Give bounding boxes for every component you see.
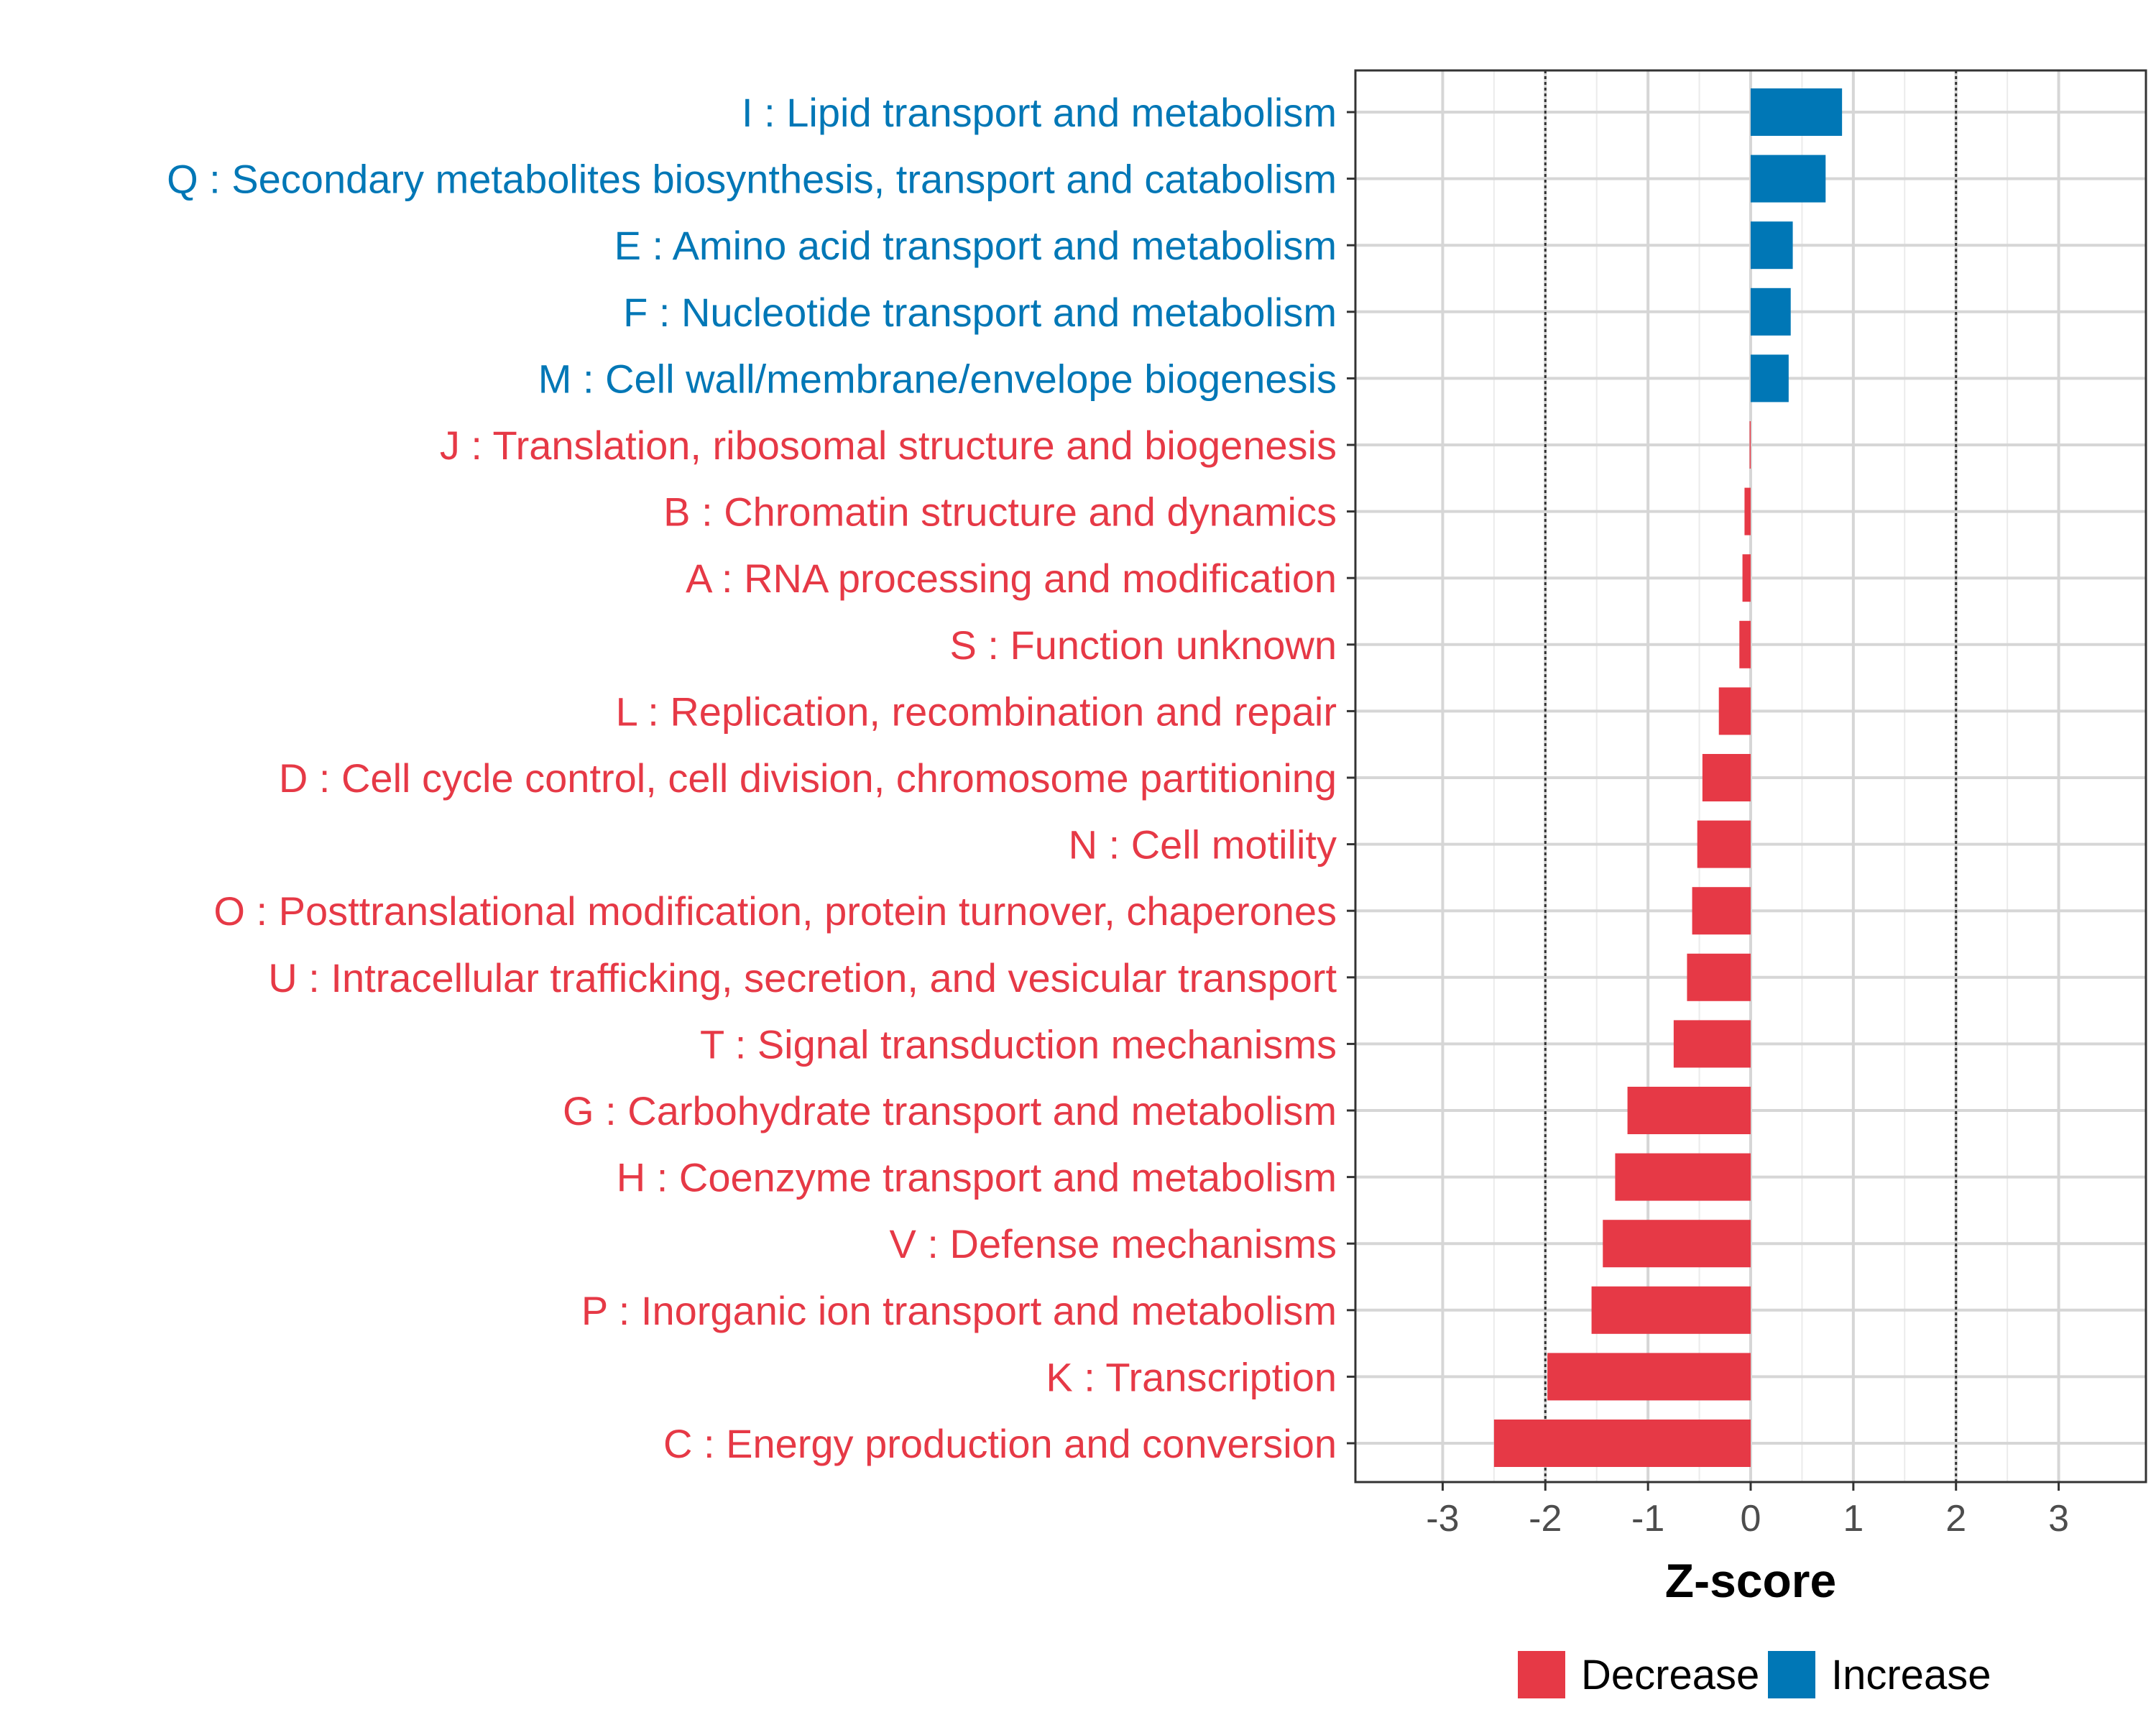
category-label: M : Cell wall/membrane/envelope biogenes… bbox=[538, 356, 1337, 401]
category-label: U : Intracellular trafficking, secretion… bbox=[268, 955, 1337, 1000]
bar bbox=[1697, 820, 1751, 868]
category-label: P : Inorganic ion transport and metaboli… bbox=[581, 1288, 1337, 1333]
category-label: O : Posttranslational modification, prot… bbox=[213, 888, 1337, 934]
category-label: C : Energy production and conversion bbox=[663, 1421, 1337, 1466]
bar bbox=[1751, 354, 1789, 402]
legend-label-increase: Increase bbox=[1831, 1652, 1991, 1698]
category-label: V : Defense mechanisms bbox=[890, 1221, 1337, 1266]
bar bbox=[1687, 953, 1751, 1001]
bar bbox=[1744, 487, 1751, 535]
bar bbox=[1692, 887, 1751, 935]
bar bbox=[1627, 1087, 1751, 1134]
bar bbox=[1739, 620, 1751, 668]
bar bbox=[1749, 421, 1751, 469]
category-label: N : Cell motility bbox=[1069, 822, 1337, 868]
category-labels: I : Lipid transport and metabolism Q : Se… bbox=[167, 90, 1337, 1466]
x-tick-label: 1 bbox=[1843, 1498, 1864, 1540]
category-label: T : Signal transduction mechanisms bbox=[700, 1021, 1337, 1067]
category-label: H : Coenzyme transport and metabolism bbox=[617, 1155, 1337, 1200]
y-axis-ticks bbox=[1347, 111, 1355, 1445]
x-tick-label: -2 bbox=[1529, 1498, 1562, 1540]
bars bbox=[1493, 88, 1843, 1467]
category-label: F : Nucleotide transport and metabolism bbox=[623, 290, 1337, 335]
bar bbox=[1751, 221, 1793, 270]
legend-label-decrease: Decrease bbox=[1581, 1652, 1759, 1698]
legend-swatch-decrease bbox=[1518, 1651, 1565, 1698]
bar bbox=[1615, 1153, 1751, 1201]
category-label: E : Amino acid transport and metabolism bbox=[614, 223, 1337, 268]
category-label: I : Lipid transport and metabolism bbox=[742, 90, 1337, 135]
category-label: S : Function unknown bbox=[949, 622, 1337, 668]
x-tick-label: 3 bbox=[2048, 1498, 2069, 1540]
bar bbox=[1742, 554, 1751, 602]
bar bbox=[1493, 1420, 1751, 1467]
category-label: A : RNA processing and modification bbox=[686, 556, 1337, 601]
legend: Decrease Increase bbox=[1518, 1651, 1991, 1698]
bar bbox=[1702, 754, 1751, 801]
bar bbox=[1591, 1286, 1751, 1334]
bar bbox=[1547, 1353, 1751, 1401]
category-label: J : Translation, ribosomal structure and… bbox=[440, 423, 1337, 468]
category-label: L : Replication, recombination and repai… bbox=[616, 689, 1337, 734]
x-axis-ticks: -3 -2 -1 0 1 2 3 bbox=[1426, 1482, 2069, 1540]
bar bbox=[1673, 1020, 1751, 1068]
category-label: D : Cell cycle control, cell division, c… bbox=[279, 755, 1337, 801]
category-label: G : Carbohydrate transport and metabolis… bbox=[563, 1088, 1337, 1133]
bar bbox=[1751, 288, 1791, 336]
legend-swatch-increase bbox=[1768, 1651, 1815, 1698]
category-label: B : Chromatin structure and dynamics bbox=[663, 489, 1337, 535]
bar bbox=[1718, 687, 1751, 735]
bar bbox=[1603, 1220, 1751, 1268]
category-label: Q : Secondary metabolites biosynthesis, … bbox=[167, 157, 1337, 202]
x-axis-title: Z-score bbox=[1665, 1554, 1836, 1607]
x-tick-label: 0 bbox=[1741, 1498, 1761, 1540]
x-tick-label: -3 bbox=[1426, 1498, 1459, 1540]
bar bbox=[1751, 155, 1826, 203]
category-label: K : Transcription bbox=[1046, 1354, 1337, 1399]
x-tick-label: 2 bbox=[1945, 1498, 1966, 1540]
x-tick-label: -1 bbox=[1631, 1498, 1664, 1540]
bar bbox=[1751, 88, 1843, 136]
